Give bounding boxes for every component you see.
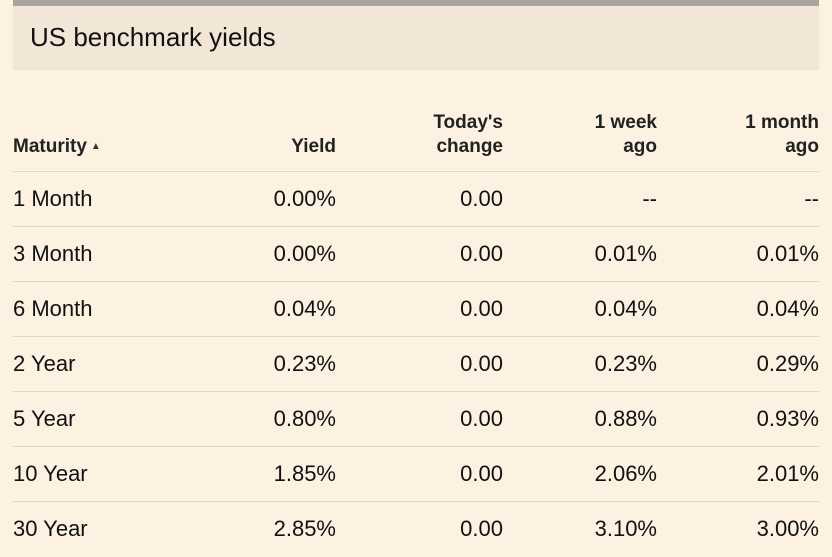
cell-change: 0.00 bbox=[460, 351, 503, 376]
column-header-yield[interactable]: Yield bbox=[163, 92, 336, 172]
table-row: 30 Year 2.85% 0.00 3.10% 3.00% bbox=[13, 501, 819, 557]
table-row: 6 Month 0.04% 0.00 0.04% 0.04% bbox=[13, 281, 819, 337]
cell-month-ago: 0.93% bbox=[756, 406, 819, 431]
cell-maturity: 2 Year bbox=[13, 351, 76, 376]
table-row: 1 Month 0.00% 0.00 -- -- bbox=[13, 171, 819, 227]
column-header-label: Maturity bbox=[13, 136, 87, 157]
column-header-label: 1 week bbox=[594, 112, 657, 133]
cell-week-ago: -- bbox=[642, 186, 657, 211]
cell-month-ago: -- bbox=[804, 186, 819, 211]
cell-week-ago: 0.88% bbox=[594, 406, 657, 431]
cell-yield: 2.85% bbox=[273, 516, 336, 542]
cell-week-ago: 0.01% bbox=[594, 241, 657, 266]
cell-maturity: 5 Year bbox=[13, 406, 76, 431]
table-row: 10 Year 1.85% 0.00 2.06% 2.01% bbox=[13, 446, 819, 502]
cell-yield: 0.80% bbox=[273, 406, 336, 431]
cell-week-ago: 2.06% bbox=[594, 461, 657, 486]
sort-ascending-icon[interactable]: ▲ bbox=[90, 140, 101, 152]
cell-yield: 1.85% bbox=[273, 461, 336, 486]
column-header-label: ago bbox=[623, 136, 657, 157]
cell-maturity: 30 Year bbox=[13, 516, 88, 542]
top-accent-bar bbox=[13, 0, 819, 6]
table-row: 3 Month 0.00% 0.00 0.01% 0.01% bbox=[13, 226, 819, 282]
cell-change: 0.00 bbox=[460, 516, 503, 542]
cell-maturity: 3 Month bbox=[13, 241, 93, 266]
column-header-label: 1 month bbox=[745, 112, 819, 133]
cell-yield: 0.00% bbox=[273, 241, 336, 266]
cell-month-ago: 0.29% bbox=[756, 351, 819, 376]
cell-change: 0.00 bbox=[460, 406, 503, 431]
cell-week-ago: 0.04% bbox=[594, 296, 657, 321]
cell-change: 0.00 bbox=[460, 241, 503, 266]
cell-month-ago: 2.01% bbox=[756, 461, 819, 486]
cell-yield: 0.00% bbox=[273, 186, 336, 211]
cell-change: 0.00 bbox=[460, 461, 503, 486]
cell-month-ago: 3.00% bbox=[756, 516, 819, 542]
table-row: 5 Year 0.80% 0.00 0.88% 0.93% bbox=[13, 391, 819, 447]
column-header-1-month-ago[interactable]: 1 month ago bbox=[657, 92, 819, 172]
column-header-maturity[interactable]: Maturity ▲ bbox=[13, 92, 163, 172]
cell-maturity: 6 Month bbox=[13, 296, 93, 321]
cell-change: 0.00 bbox=[460, 296, 503, 321]
column-header-label: Today's bbox=[433, 112, 503, 133]
title-bar: US benchmark yields bbox=[13, 6, 819, 70]
cell-change: 0.00 bbox=[460, 186, 503, 211]
column-header-label: change bbox=[436, 136, 503, 157]
cell-yield: 0.23% bbox=[273, 351, 336, 376]
table-row: 2 Year 0.23% 0.00 0.23% 0.29% bbox=[13, 336, 819, 392]
column-header-label: ago bbox=[785, 136, 819, 157]
page-title: US benchmark yields bbox=[30, 22, 276, 52]
column-header-label: Yield bbox=[291, 136, 336, 157]
column-header-1-week-ago[interactable]: 1 week ago bbox=[503, 92, 657, 172]
column-header-todays-change[interactable]: Today's change bbox=[336, 92, 503, 172]
cell-maturity: 10 Year bbox=[13, 461, 88, 486]
cell-yield: 0.04% bbox=[273, 296, 336, 321]
cell-week-ago: 0.23% bbox=[594, 351, 657, 376]
table-header-row: Maturity ▲ Yield Today's change 1 week ag… bbox=[13, 92, 819, 172]
yields-table: Maturity ▲ Yield Today's change 1 week ag… bbox=[13, 92, 819, 557]
cell-maturity: 1 Month bbox=[13, 186, 93, 211]
cell-week-ago: 3.10% bbox=[594, 516, 657, 542]
cell-month-ago: 0.01% bbox=[756, 241, 819, 266]
cell-month-ago: 0.04% bbox=[756, 296, 819, 321]
